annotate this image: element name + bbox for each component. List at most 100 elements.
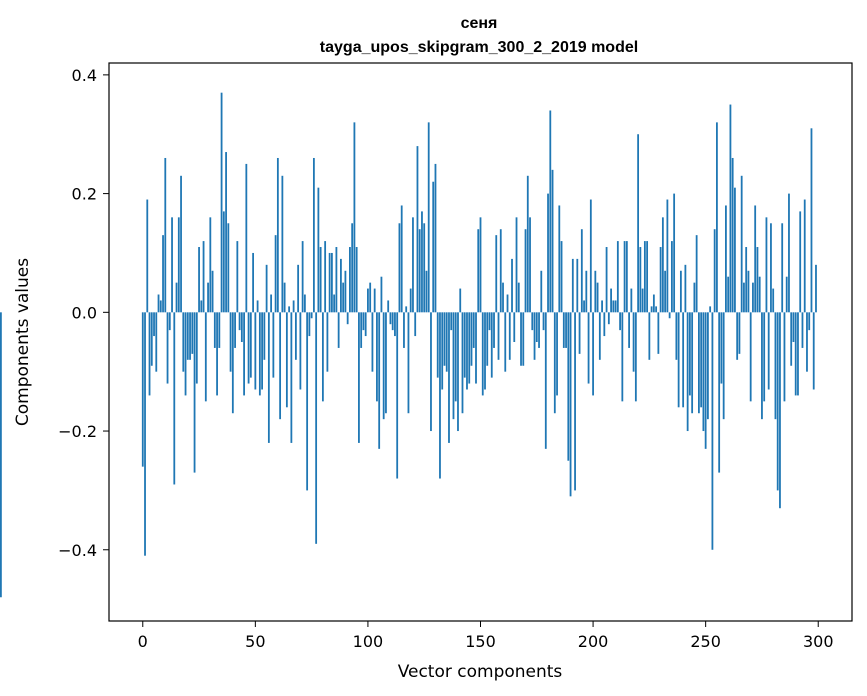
bar-13: [171, 217, 173, 313]
bar-253: [711, 312, 714, 550]
bar-16: [177, 217, 180, 313]
y-tick-label--0.2: −0.2: [58, 422, 97, 441]
bar-10: [164, 157, 167, 313]
bar-6: [155, 312, 158, 372]
x-tick-label-300: 300: [803, 632, 834, 651]
bar-28: [204, 312, 207, 402]
bar-219: [634, 312, 637, 402]
bar-221: [639, 247, 642, 313]
bar-75: [310, 312, 313, 319]
x-tick-label-100: 100: [353, 632, 384, 651]
bar-52: [258, 312, 261, 396]
bar-257: [720, 312, 723, 384]
bar-283: [779, 312, 781, 509]
bar-125: [423, 223, 426, 313]
bar-31: [211, 270, 214, 313]
bar-72: [303, 294, 306, 313]
bar-181: [549, 110, 552, 313]
bar-112: [394, 312, 396, 337]
bar-159: [499, 229, 502, 313]
bar-270: [749, 312, 752, 402]
bar-40: [231, 312, 234, 414]
bar-194: [578, 312, 581, 354]
bar-142: [461, 312, 464, 414]
bar-199: [589, 199, 592, 313]
bar-139: [454, 312, 457, 402]
bar-183: [553, 312, 556, 414]
bar-102: [371, 312, 374, 372]
bar-172: [529, 217, 531, 313]
bar-294: [803, 199, 806, 313]
bar-166: [515, 217, 518, 313]
bar-46: [245, 163, 248, 313]
bar-95: [355, 247, 358, 313]
bar-177: [540, 270, 543, 313]
bar-284: [781, 223, 784, 313]
bar-97: [360, 312, 363, 348]
bar-151: [481, 312, 484, 396]
bar-206: [605, 247, 608, 313]
bar-90: [344, 270, 347, 313]
bar-228: [655, 306, 658, 313]
bar-163: [508, 312, 511, 360]
x-tick-label-0: 0: [138, 632, 148, 651]
bar-20: [186, 312, 189, 360]
bar-216: [628, 312, 630, 348]
bar-209: [612, 300, 615, 313]
bar-82: [326, 312, 329, 372]
bar-35: [220, 92, 223, 313]
bar-218: [632, 312, 635, 372]
bar-25: [198, 247, 200, 313]
bar-99: [364, 312, 367, 337]
bar-124: [421, 211, 423, 313]
bar-154: [488, 312, 491, 331]
bar-287: [788, 193, 790, 313]
bar-49: [252, 252, 254, 313]
bar-67: [292, 300, 295, 313]
bar-42: [236, 241, 239, 313]
bar-280: [772, 288, 775, 313]
chart-subtitle: tayga_upos_skipgram_300_2_2019 model: [320, 39, 638, 56]
bar-98: [362, 312, 365, 331]
bar-96: [358, 312, 360, 443]
bar-120: [412, 217, 414, 313]
bar-55: [265, 264, 268, 313]
bar-179: [544, 312, 547, 449]
bar-233: [666, 199, 669, 313]
bar-279: [770, 223, 772, 313]
bar-186: [560, 241, 563, 313]
bar-66: [290, 312, 293, 443]
bar-105: [378, 312, 381, 449]
bar-288: [790, 312, 793, 366]
bar-70: [299, 312, 302, 390]
bar-114: [398, 223, 401, 313]
bar-36: [222, 211, 225, 313]
bar-89: [342, 282, 345, 313]
bar-191: [571, 258, 574, 313]
bar-235: [670, 241, 673, 313]
y-tick-label--0.4: −0.4: [58, 541, 97, 560]
bar-231: [661, 217, 664, 313]
bar-50: [254, 312, 257, 390]
bar-17: [180, 175, 182, 313]
bar-43: [238, 312, 241, 331]
bar-204: [601, 300, 603, 313]
bar-285: [783, 312, 786, 402]
x-tick-label-250: 250: [690, 632, 721, 651]
bar-295: [806, 312, 808, 372]
bar-undefined: [0, 312, 2, 598]
bar-51: [256, 300, 259, 313]
bar-265: [738, 312, 741, 354]
bar-246: [695, 235, 698, 313]
bar-240: [682, 312, 685, 408]
bar-117: [405, 306, 408, 313]
bar-252: [709, 306, 712, 313]
bar-185: [558, 205, 561, 313]
bar-274: [758, 276, 761, 313]
bar-122: [416, 146, 419, 313]
bar-84: [331, 252, 333, 313]
bar-161: [504, 312, 507, 372]
bar-74: [308, 312, 311, 337]
bar-152: [484, 312, 486, 390]
